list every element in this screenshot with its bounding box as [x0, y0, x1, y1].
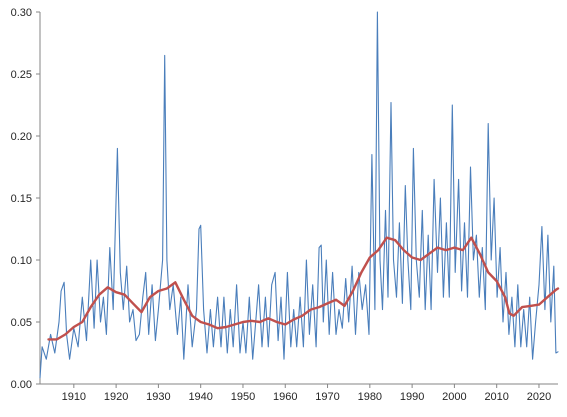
- x-tick-label: 2010: [484, 391, 508, 403]
- y-tick-label: 0.20: [11, 131, 32, 143]
- x-tick-label: 1990: [400, 391, 424, 403]
- x-tick-label: 2000: [442, 391, 466, 403]
- x-tick-label: 1960: [273, 391, 297, 403]
- y-tick-label: 0.00: [11, 379, 32, 391]
- x-tick-label: 1940: [188, 391, 212, 403]
- y-tick-label: 0.15: [11, 193, 32, 205]
- series-line-moving-average: [47, 236, 560, 341]
- y-tick-label: 0.05: [11, 317, 32, 329]
- series-line-raw: [39, 11, 559, 379]
- axes: 0.00 0.05 0.10 0.15 0.20 0.25 0.30 1910 1920 1930…: [11, 7, 558, 403]
- x-tick-label: 1910: [62, 391, 86, 403]
- x-tick-label: 1950: [231, 391, 255, 403]
- x-tick-label: 1970: [315, 391, 339, 403]
- x-tick-label: 1920: [104, 391, 128, 403]
- series-group: [39, 11, 560, 379]
- x-tick-label: 2020: [527, 391, 551, 403]
- x-tick-label: 1980: [358, 391, 382, 403]
- y-tick-label: 0.10: [11, 255, 32, 267]
- y-tick-label: 0.30: [11, 7, 32, 19]
- x-tick-label: 1930: [146, 391, 170, 403]
- y-tick-label: 0.25: [11, 69, 32, 81]
